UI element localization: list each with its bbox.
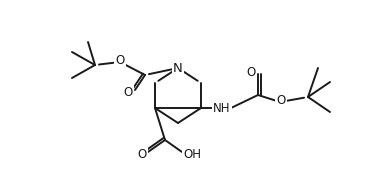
Text: O: O bbox=[276, 95, 286, 108]
Text: O: O bbox=[138, 149, 147, 162]
Text: O: O bbox=[246, 67, 256, 80]
Text: N: N bbox=[173, 61, 183, 74]
Text: NH: NH bbox=[213, 102, 231, 115]
Text: O: O bbox=[124, 86, 133, 99]
Text: OH: OH bbox=[183, 149, 201, 162]
Text: O: O bbox=[116, 55, 125, 68]
